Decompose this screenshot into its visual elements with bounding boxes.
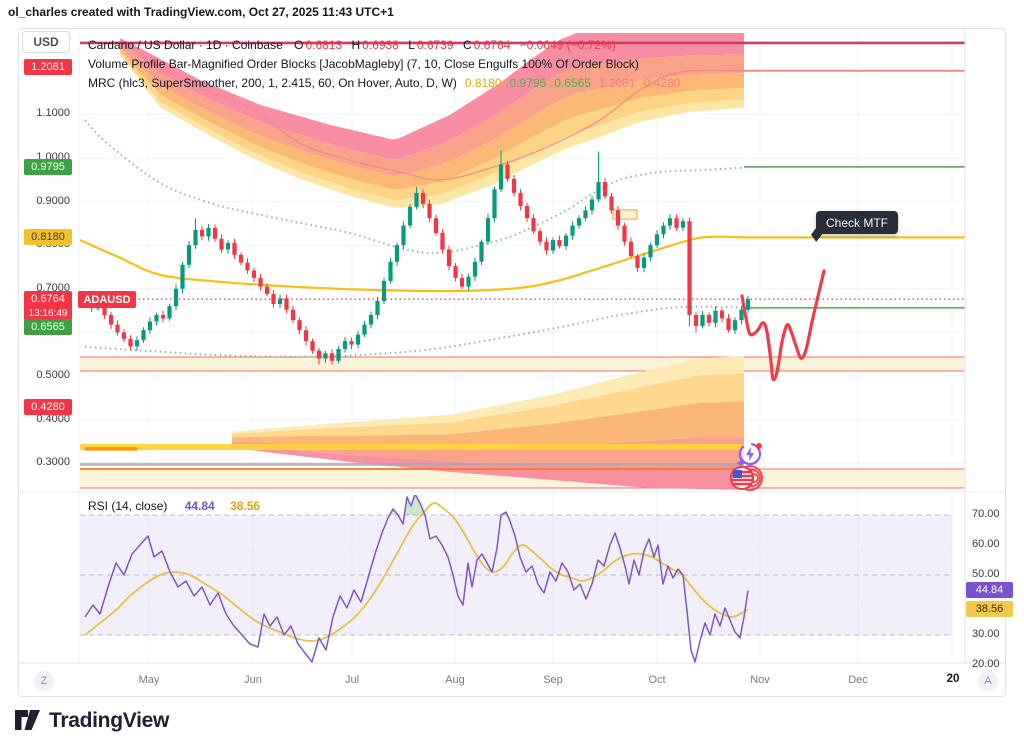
- time-axis-month-label: May: [138, 674, 160, 686]
- low-label: L: [408, 38, 415, 52]
- rsi-legend[interactable]: RSI (14, close) 44.84 38.56: [88, 499, 260, 513]
- rsi-signal-line: [84, 502, 749, 642]
- price-tick-label: 0.4000: [36, 413, 70, 425]
- rsi-signal-badge: 38.56: [966, 601, 1013, 617]
- mrc-title: MRC (hlc3, SuperSmoother, 200, 1, 2.415,…: [88, 76, 457, 90]
- price-badge: 0.6565: [24, 319, 72, 335]
- rsi-tick-label: 30.00: [972, 628, 1000, 640]
- time-axis-right-marker: A: [978, 671, 998, 691]
- open-label: O: [294, 38, 304, 52]
- price-axis-unit: USD: [22, 31, 70, 53]
- rsi-main-badge: 44.84: [966, 582, 1013, 598]
- mrc-value: 0.6565: [554, 76, 591, 90]
- high-label: H: [351, 38, 361, 52]
- legend: Cardano / US Dollar · 1D · Coinbase O 0.6…: [88, 36, 680, 93]
- mrc-value: 0.9795: [509, 76, 547, 90]
- mrc-outer-line: [149, 61, 745, 181]
- high-value: 0.6938: [362, 38, 399, 52]
- time-axis-month-label: Nov: [750, 674, 770, 686]
- low-value: 0.6739: [416, 38, 454, 52]
- rsi-overbought-fill: [404, 495, 425, 515]
- attribution-text: ol_charles created with TradingView.com,…: [8, 5, 394, 19]
- refresh-energy-icon[interactable]: [736, 442, 762, 468]
- supply-zone: [80, 357, 965, 371]
- symbol-badge: ADAUSD: [78, 291, 136, 308]
- mrc-values: 0.8180 0.9795 0.6565 1.2081 0.4280: [457, 76, 681, 90]
- time-axis-month-label: Oct: [648, 674, 666, 686]
- upper-mrc-cloud: [120, 33, 744, 208]
- legend-mrc-row[interactable]: MRC (hlc3, SuperSmoother, 200, 1, 2.415,…: [88, 74, 680, 93]
- rsi-tick-label: 20.00: [972, 658, 1000, 670]
- tradingview-logo-text: TradingView: [49, 708, 170, 732]
- lower-mrc-cloud: [232, 355, 744, 490]
- close-label: C: [462, 38, 472, 52]
- chart-card: [18, 28, 1006, 697]
- time-axis-month-label: Aug: [445, 674, 465, 686]
- mrc-lower-inner-dotted: [84, 305, 745, 358]
- check-mtf-label[interactable]: Check MTF: [816, 211, 899, 234]
- projection-drawing[interactable]: [740, 269, 826, 382]
- rsi-main-value: 44.84: [184, 499, 215, 513]
- mrc-value: 0.8180: [464, 76, 502, 90]
- time-axis-year: 20: [946, 673, 960, 685]
- volume-profile-stripe: [80, 444, 744, 451]
- time-axis-month-label: Jul: [344, 674, 360, 686]
- price-tick-label: 0.9000: [36, 195, 70, 207]
- rsi-title: RSI (14, close): [88, 499, 168, 513]
- rsi-main-line: [84, 495, 749, 663]
- volume-profile-stripe: [80, 462, 744, 466]
- price-badge: 0.6764: [24, 291, 72, 307]
- price-badge: 0.4280: [24, 399, 72, 415]
- close-value: 0.6764: [473, 38, 511, 52]
- time-axis-left-marker: Z: [34, 671, 54, 691]
- price-badge: 13:16:49: [24, 305, 72, 321]
- rsi-tick-label: 70.00: [972, 508, 1000, 520]
- price-tick-label: 0.5000: [36, 369, 70, 381]
- main-pane[interactable]: [80, 31, 965, 490]
- price-badge: 1.2081: [24, 59, 72, 75]
- rsi-tick-label: 50.00: [972, 568, 1000, 580]
- time-axis-month-label: Dec: [848, 674, 868, 686]
- tradingview-logo[interactable]: TradingView: [14, 708, 169, 733]
- price-tick-label: 1.1000: [36, 107, 70, 119]
- flag-coin-icon[interactable]: [730, 465, 763, 491]
- volume-profile-stripe: [85, 447, 137, 451]
- time-axis-month-label: Jun: [244, 674, 262, 686]
- time-axis-month-label: Sep: [543, 674, 563, 686]
- price-badge: 0.9795: [24, 159, 72, 175]
- order-block: [612, 209, 638, 220]
- rsi-pane[interactable]: [80, 494, 952, 663]
- open-value: 0.6813: [305, 38, 343, 52]
- symbol-title: Cardano / US Dollar · 1D · Coinbase: [88, 38, 283, 52]
- rsi-tick-label: 60.00: [972, 538, 1000, 550]
- rsi-signal-value: 38.56: [230, 499, 261, 513]
- volume-profile-stripe: [80, 468, 744, 470]
- tradingview-logo-icon: [15, 710, 40, 730]
- mrc-value: 1.2081: [598, 76, 636, 90]
- price-tick-label: 0.3000: [36, 456, 70, 468]
- legend-ohlc-row[interactable]: Cardano / US Dollar · 1D · Coinbase O 0.6…: [88, 36, 680, 55]
- candlesticks: [82, 150, 751, 365]
- mrc-value: 0.4280: [643, 76, 681, 90]
- change-value: −0.0049 (−0.72%): [519, 38, 616, 52]
- legend-volume-profile-row[interactable]: Volume Profile Bar-Magnified Order Block…: [88, 57, 639, 71]
- price-badge: 0.8180: [24, 229, 72, 245]
